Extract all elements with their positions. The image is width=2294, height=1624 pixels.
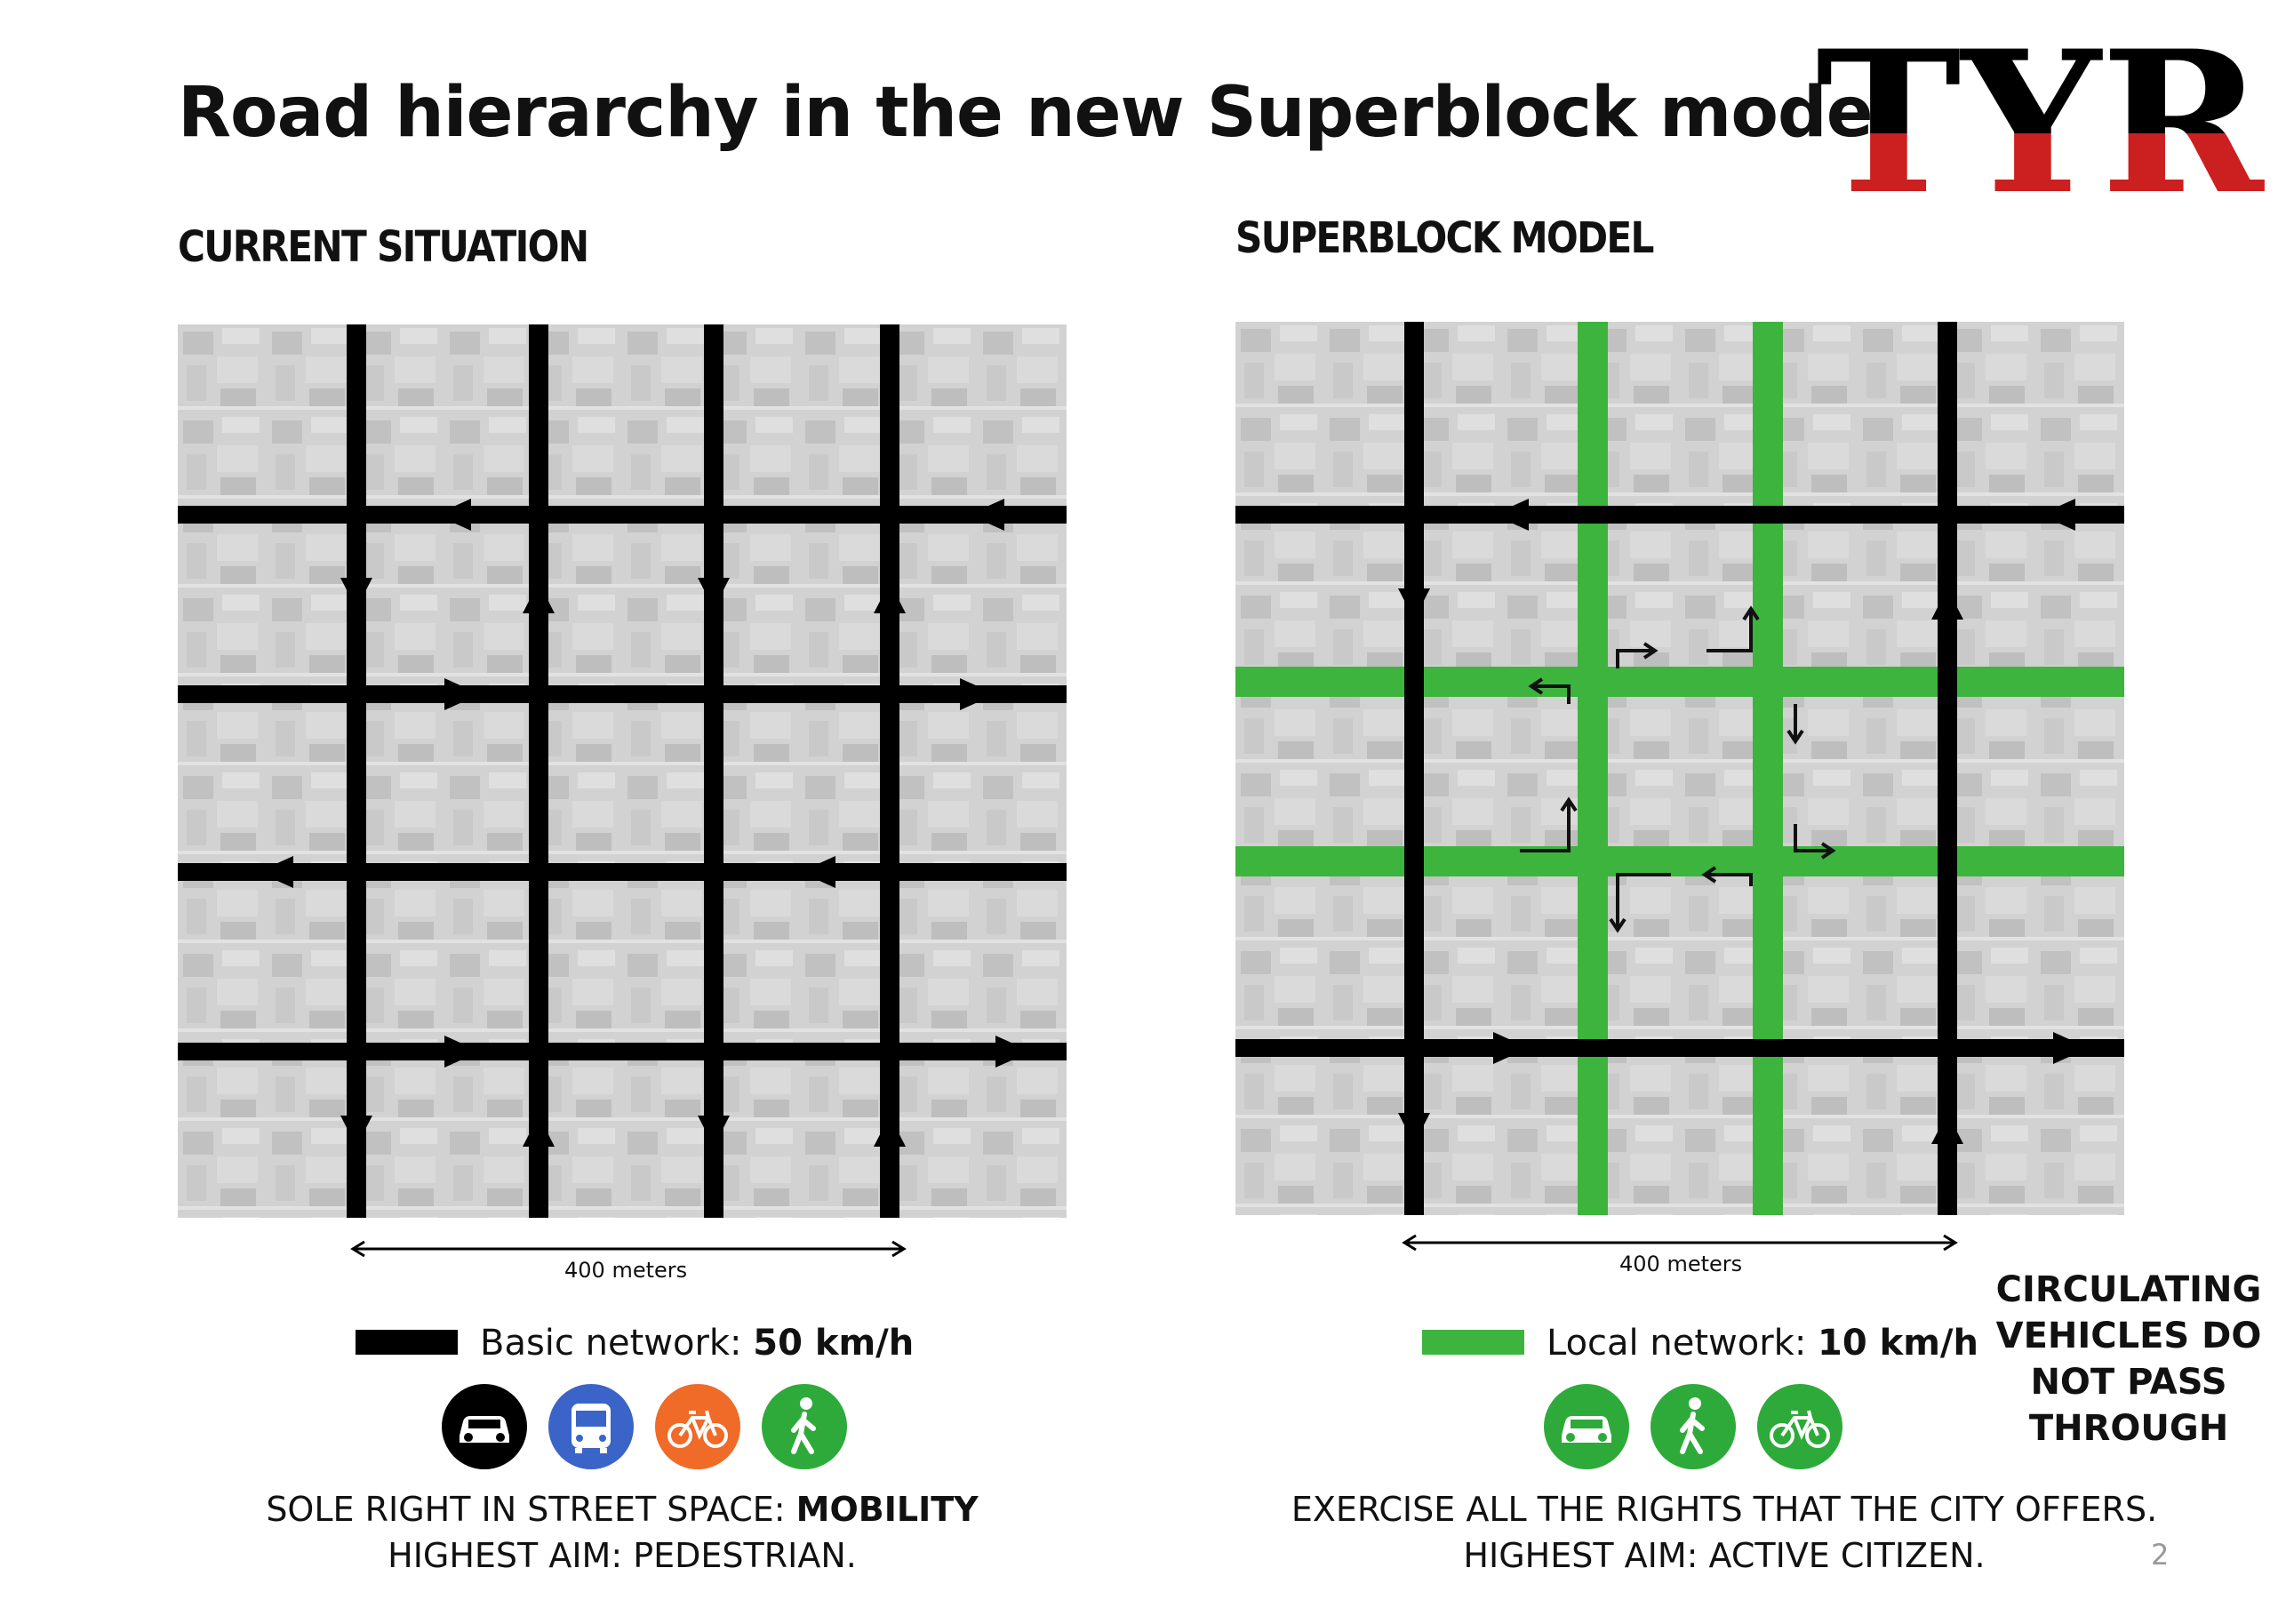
current-situation-heading: CURRENT SITUATION xyxy=(178,222,589,272)
pedestrian-icon xyxy=(760,1382,849,1471)
street-h4 xyxy=(1235,1039,2124,1057)
arrow-right xyxy=(2053,1032,2089,1064)
arrow-left xyxy=(2040,499,2075,531)
pedestrian-icon xyxy=(1649,1382,1738,1471)
arrow-up xyxy=(874,582,906,613)
green-street-v2 xyxy=(1753,322,1783,1215)
arrow-left xyxy=(258,856,293,888)
arrow-left xyxy=(436,499,471,531)
page-title: Road hierarchy in the new Superblock mod… xyxy=(178,73,1896,153)
arrow-down xyxy=(1398,588,1430,620)
superblock-caption: EXERCISE ALL THE RIGHTS THAT THE CITY OF… xyxy=(1291,1490,2158,1575)
basic-network-legend: Basic network: 50 km/h xyxy=(480,1323,915,1364)
green-street-v1 xyxy=(1578,322,1608,1215)
arrow-left xyxy=(800,856,835,888)
scale-label: 400 meters xyxy=(1619,1252,1743,1276)
arrow-up xyxy=(1931,588,1963,620)
local-network-streets xyxy=(1235,322,2124,1215)
green-street-h2 xyxy=(1235,846,2124,876)
superblock-turn-arrows xyxy=(1520,605,1836,933)
basic-network-swatch xyxy=(356,1330,458,1355)
svg-text:TYR: TYR xyxy=(1816,27,2266,204)
arrow-down xyxy=(698,1116,730,1147)
arrow-up xyxy=(523,582,555,613)
street-v2 xyxy=(529,324,548,1218)
arrow-up xyxy=(523,1116,555,1147)
traffic-arrows xyxy=(258,499,1031,1147)
current-situation-map xyxy=(178,324,1067,1218)
local-network-legend: Local network: 10 km/h xyxy=(1547,1323,1978,1364)
arrow-down xyxy=(340,1116,372,1147)
arrow-left xyxy=(969,499,1004,531)
arrow-right xyxy=(444,1036,480,1068)
arrow-right xyxy=(995,1036,1031,1068)
arrow-up xyxy=(874,1116,906,1147)
local-network-swatch xyxy=(1422,1330,1524,1355)
arrow-right xyxy=(444,678,480,710)
street-h3 xyxy=(178,863,1067,881)
basic-network-streets xyxy=(1235,322,2124,1215)
circulation-note: CIRCULATING VEHICLES DO NOT PASS THROUGH xyxy=(1995,1269,2262,1449)
street-v1 xyxy=(347,324,366,1218)
street-h4 xyxy=(178,1043,1067,1060)
street-v3 xyxy=(704,324,723,1218)
arrow-down xyxy=(340,578,372,609)
arrow-down xyxy=(1398,1113,1430,1144)
svg-text:TYR: TYR xyxy=(1816,27,2266,204)
car-icon xyxy=(440,1382,529,1471)
tyr-logo: TYR TYR xyxy=(1816,27,2266,204)
bicycle-icon xyxy=(1755,1382,1844,1471)
arrow-right xyxy=(960,678,995,710)
bus-icon xyxy=(547,1382,635,1471)
street-v4 xyxy=(880,324,899,1218)
street-h1 xyxy=(178,506,1067,524)
superblock-model-heading: SUPERBLOCK MODEL xyxy=(1235,213,1654,263)
street-v4 xyxy=(1938,322,1957,1215)
scale-bar xyxy=(1402,1234,1958,1252)
arrow-up xyxy=(1931,1113,1963,1144)
scale-label: 400 meters xyxy=(564,1258,688,1283)
scale-bar xyxy=(350,1240,907,1258)
superblock-model-map xyxy=(1235,322,2124,1215)
green-street-h1 xyxy=(1235,667,2124,697)
street-h1 xyxy=(1235,506,2124,524)
traffic-arrows xyxy=(1398,499,2089,1144)
basic-network-streets xyxy=(178,324,1067,1218)
street-h2 xyxy=(178,685,1067,703)
page-number: 2 xyxy=(2151,1538,2170,1572)
arrow-down xyxy=(698,578,730,609)
current-situation-caption: SOLE RIGHT IN STREET SPACE: MOBILITY HIG… xyxy=(266,1490,979,1575)
bicycle-icon xyxy=(653,1382,742,1471)
street-v1 xyxy=(1404,322,1424,1215)
car-icon xyxy=(1542,1382,1631,1471)
arrow-left xyxy=(1493,499,1529,531)
arrow-right xyxy=(1493,1032,1529,1064)
